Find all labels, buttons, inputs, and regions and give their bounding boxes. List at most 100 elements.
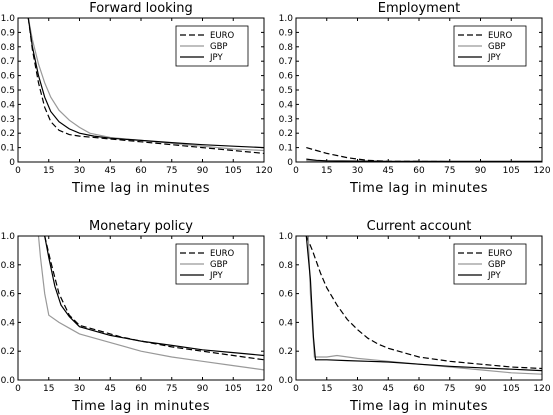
plot-frame (17, 235, 265, 381)
legend-label: JPY (487, 271, 501, 281)
x-tick-label: 0 (293, 166, 299, 176)
y-tick-label: 0.9 (1, 28, 16, 38)
x-axis-label: Time lag in minutes (71, 399, 210, 414)
series-group (27, 18, 264, 154)
y-tick-label: 0.6 (279, 72, 294, 82)
y-tick-label: 1.0 (1, 232, 16, 242)
y-tick-label: 0 (287, 158, 293, 168)
series-line-euro (44, 236, 264, 361)
chart-panel-3: Monetary policy 0 15 30 45 60 75 90 105 120 0.0 0.2… (1, 219, 273, 414)
y-tick-label: 0.5 (279, 86, 293, 96)
x-tick-label: 0 (15, 166, 21, 176)
chart-title: Monetary policy (89, 219, 193, 234)
x-tick-label: 105 (503, 384, 520, 394)
y-tick-label: 0.2 (279, 129, 293, 139)
x-tick-label: 15 (321, 384, 332, 394)
x-tick-label: 30 (74, 384, 86, 394)
x-tick-label: 90 (197, 166, 209, 176)
chart-panel-2: Employment 0 15 30 45 60 75 90 105 120 0 0.1 0.2 0.3 0… (279, 1, 551, 196)
x-tick-label: 120 (533, 384, 550, 394)
legend-label: GBP (210, 260, 228, 270)
series-group (306, 147, 542, 162)
legend-label: EURO (488, 249, 512, 259)
chart-title: Current account (367, 219, 472, 234)
x-tick-label: 120 (255, 384, 272, 394)
x-tick-label: 0 (15, 384, 21, 394)
plot-frame (295, 17, 543, 163)
series-line-jpy (44, 236, 264, 357)
series-group (305, 236, 542, 375)
y-tick-label: 0.5 (1, 86, 15, 96)
y-tick-label: 0.6 (1, 290, 16, 300)
x-tick-label: 75 (444, 384, 455, 394)
x-tick-label: 60 (135, 384, 147, 394)
x-axis-label: Time lag in minutes (349, 399, 488, 414)
legend-label: GBP (210, 42, 228, 52)
series-group (37, 236, 264, 371)
y-tick-label: 0.4 (1, 318, 16, 328)
y-tick-label: 0.2 (1, 347, 15, 357)
y-tick-label: 0.0 (279, 376, 294, 386)
x-tick-label: 60 (413, 384, 425, 394)
y-tick-label: 0.3 (279, 115, 293, 125)
y-tick-label: 0.4 (1, 100, 16, 110)
legend-label: JPY (487, 53, 501, 63)
legend-label: GBP (488, 260, 506, 270)
y-tick-label: 0.8 (279, 261, 294, 271)
x-tick-label: 105 (225, 384, 242, 394)
legend-label: GBP (488, 42, 506, 52)
x-tick-label: 45 (383, 384, 394, 394)
x-tick-label: 60 (413, 166, 425, 176)
y-tick-label: 0.4 (279, 318, 294, 328)
x-tick-label: 75 (166, 384, 177, 394)
x-tick-label: 60 (135, 166, 147, 176)
chart-panel-4: Current account 0 15 30 45 60 75 90 105 120 0.0 0.2… (279, 219, 551, 414)
x-axis-label: Time lag in minutes (71, 181, 210, 196)
y-tick-label: 0.8 (1, 261, 16, 271)
x-tick-label: 120 (533, 166, 550, 176)
y-tick-label: 0.1 (279, 144, 293, 154)
x-tick-label: 90 (475, 166, 487, 176)
legend-label: EURO (210, 249, 234, 259)
series-line-euro (306, 147, 542, 162)
plot-frame (295, 235, 543, 381)
x-axis-label: Time lag in minutes (349, 181, 488, 196)
x-tick-label: 45 (105, 166, 116, 176)
y-tick-label: 0.0 (1, 376, 16, 386)
legend-label: EURO (488, 31, 512, 41)
x-tick-label: 15 (321, 166, 332, 176)
x-tick-label: 90 (475, 384, 487, 394)
y-tick-label: 0.2 (1, 129, 15, 139)
x-tick-label: 30 (74, 166, 86, 176)
chart-title: Employment (378, 1, 460, 16)
y-tick-label: 1.0 (1, 14, 16, 24)
series-line-jpy (305, 236, 542, 372)
chart-title: Forward looking (89, 1, 193, 16)
legend-label: EURO (210, 31, 234, 41)
plot-frame (17, 17, 265, 163)
y-tick-label: 1.0 (279, 14, 294, 24)
y-tick-label: 0.8 (279, 43, 294, 53)
legend-label: JPY (209, 271, 223, 281)
y-tick-label: 0.1 (1, 144, 15, 154)
series-line-euro (305, 236, 542, 370)
x-tick-label: 0 (293, 384, 299, 394)
x-tick-label: 90 (197, 384, 209, 394)
y-tick-label: 0.7 (279, 57, 293, 67)
x-tick-label: 30 (352, 166, 364, 176)
y-tick-label: 0.2 (279, 347, 293, 357)
x-tick-label: 105 (225, 166, 242, 176)
legend-label: JPY (209, 53, 223, 63)
x-tick-label: 105 (503, 166, 520, 176)
x-tick-label: 75 (166, 166, 177, 176)
x-tick-label: 15 (43, 384, 54, 394)
x-tick-label: 120 (255, 166, 272, 176)
series-line-jpy (306, 158, 542, 162)
x-tick-label: 75 (444, 166, 455, 176)
y-tick-label: 0 (9, 158, 15, 168)
x-tick-label: 30 (352, 384, 364, 394)
